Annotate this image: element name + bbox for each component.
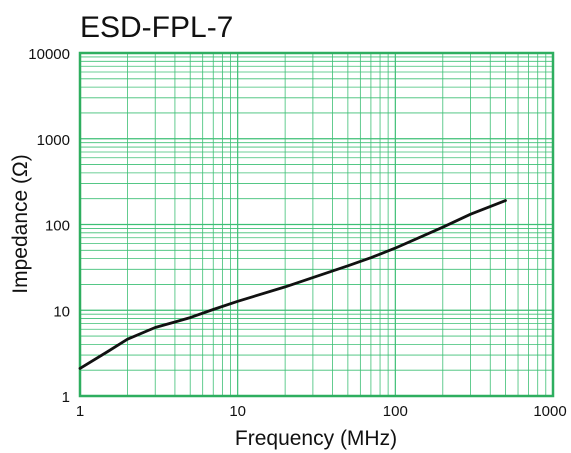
x-tick-labels: 1 10 100 1000: [76, 403, 567, 420]
grid: [80, 53, 553, 396]
x-axis-label: Frequency (MHz): [235, 427, 397, 450]
y-tick-label: 10000: [28, 46, 70, 63]
x-tick-label: 100: [383, 403, 408, 420]
y-tick-label: 100: [45, 218, 70, 235]
y-tick-label: 1000: [37, 132, 70, 149]
x-tick-label: 10: [229, 403, 246, 420]
x-tick-label: 1000: [533, 403, 566, 420]
x-tick-label: 1: [76, 403, 84, 420]
y-tick-label: 1: [62, 389, 70, 406]
chart-title: ESD-FPL-7: [80, 11, 233, 44]
y-tick-label: 10: [53, 303, 70, 320]
plot-frame: [78, 51, 555, 398]
y-axis-label: Impedance (Ω): [9, 154, 32, 293]
impedance-curve: [78, 199, 507, 370]
y-tick-labels: 10000 1000 100 10 1: [28, 46, 70, 406]
series-layer: [78, 199, 507, 370]
